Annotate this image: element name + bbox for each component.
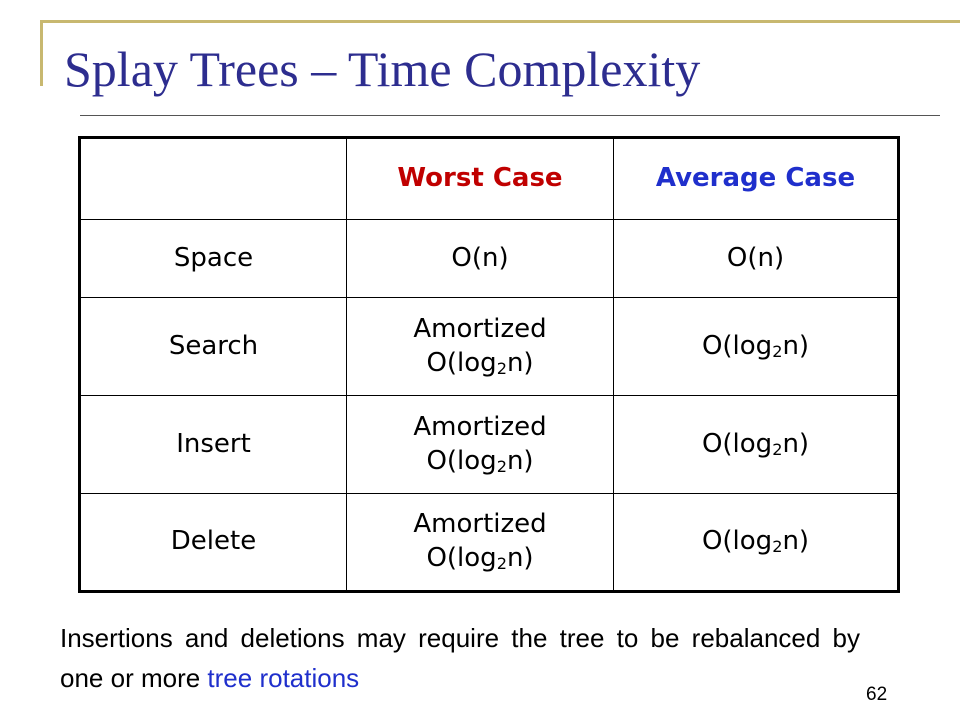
complexity-expression: O(log2n) (701, 526, 810, 557)
table-row: Search Amortized O(log2n) O(log2n) (79, 297, 899, 396)
worst-case-cell: Amortized O(log2n) (346, 493, 614, 592)
amortized-label: Amortized (413, 411, 547, 442)
table-header-row: Worst Case Average Case (79, 137, 899, 220)
decorative-vertical-bar (40, 20, 43, 86)
complexity-expression: O(log2n) (426, 445, 534, 476)
footnote-body: Insertions and deletions may require the… (60, 623, 860, 693)
slide-title: Splay Trees – Time Complexity (64, 41, 701, 97)
tree-rotations-highlight: tree rotations (207, 663, 360, 693)
table-row: Space O(n) O(n) (79, 219, 899, 298)
header-corner-cell (79, 137, 347, 220)
complexity-expression: O(log2n) (701, 428, 810, 459)
table-row: Delete Amortized O(log2n) O(log2n) (79, 493, 899, 592)
table-row: Insert Amortized O(log2n) O(log2n) (79, 395, 899, 494)
footnote-text: Insertions and deletions may require the… (60, 618, 860, 698)
title-underline (80, 115, 940, 116)
worst-case-cell: Amortized O(log2n) (346, 297, 614, 396)
amortized-label: Amortized (413, 509, 547, 540)
complexity-expression: O(log2n) (426, 543, 534, 574)
row-label: Insert (79, 395, 347, 494)
average-case-cell: O(log2n) (613, 493, 899, 592)
complexity-expression: O(log2n) (701, 330, 810, 361)
average-case-cell: O(log2n) (613, 395, 899, 494)
row-label: Delete (79, 493, 347, 592)
slide-number: 62 (866, 684, 888, 705)
decorative-horizontal-bar (40, 20, 960, 23)
amortized-label: Amortized (413, 313, 547, 344)
header-average-case: Average Case (613, 137, 899, 220)
average-case-cell: O(n) (613, 219, 899, 298)
worst-case-cell: O(n) (346, 219, 614, 298)
row-label: Space (79, 219, 347, 298)
worst-case-cell: Amortized O(log2n) (346, 395, 614, 494)
complexity-expression: O(log2n) (426, 347, 534, 378)
header-worst-case: Worst Case (346, 137, 614, 220)
complexity-table: Worst Case Average Case Space O(n) O(n) … (78, 136, 900, 593)
row-label: Search (79, 297, 347, 396)
average-case-cell: O(log2n) (613, 297, 899, 396)
